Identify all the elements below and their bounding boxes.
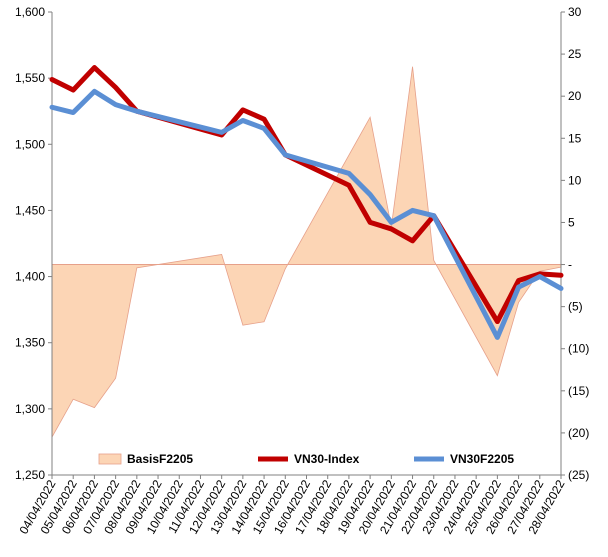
- legend-label: VN30F2205: [450, 452, 514, 466]
- legend-label: VN30-Index: [294, 452, 360, 466]
- y-left-tick-label: 1,500: [15, 137, 45, 151]
- y-left-tick-label: 1,450: [15, 203, 45, 217]
- y-left-tick-label: 1,600: [15, 5, 45, 19]
- y-right-tick-label: (10): [568, 342, 589, 356]
- legend-label: BasisF2205: [127, 452, 193, 466]
- series-line-vn30-index: [49, 65, 564, 325]
- basis-area-layer: [51, 66, 562, 439]
- y-right-tick-label: (25): [568, 468, 589, 482]
- y-right-tick-label: (20): [568, 426, 589, 440]
- y-left-tick-label: 1,550: [15, 71, 45, 85]
- y-left-tick-label: 1,250: [15, 468, 45, 482]
- legend-swatch-basis: [98, 453, 122, 465]
- y-right-tick-label: (15): [568, 384, 589, 398]
- y-left-tick-label: 1,350: [15, 336, 45, 350]
- y-right-tick-label: 25: [568, 47, 582, 61]
- y-right-tick-label: 10: [568, 173, 582, 187]
- y-left-tick-label: 1,300: [15, 402, 45, 416]
- legend: BasisF2205 VN30-Index VN30F2205: [98, 452, 514, 466]
- y-right-tick-label: 30: [568, 5, 582, 19]
- y-right-tick-label: 5: [568, 215, 575, 229]
- series-line-vn30f2205: [49, 88, 564, 340]
- y-right-tick-label: -: [568, 258, 572, 272]
- y-right-tick-label: (5): [568, 300, 583, 314]
- lines-layer: [49, 65, 564, 340]
- basis-area: [51, 66, 562, 439]
- y-left-tick-label: 1,400: [15, 270, 45, 284]
- y-right-tick-label: 20: [568, 89, 582, 103]
- y-right-tick-label: 15: [568, 131, 582, 145]
